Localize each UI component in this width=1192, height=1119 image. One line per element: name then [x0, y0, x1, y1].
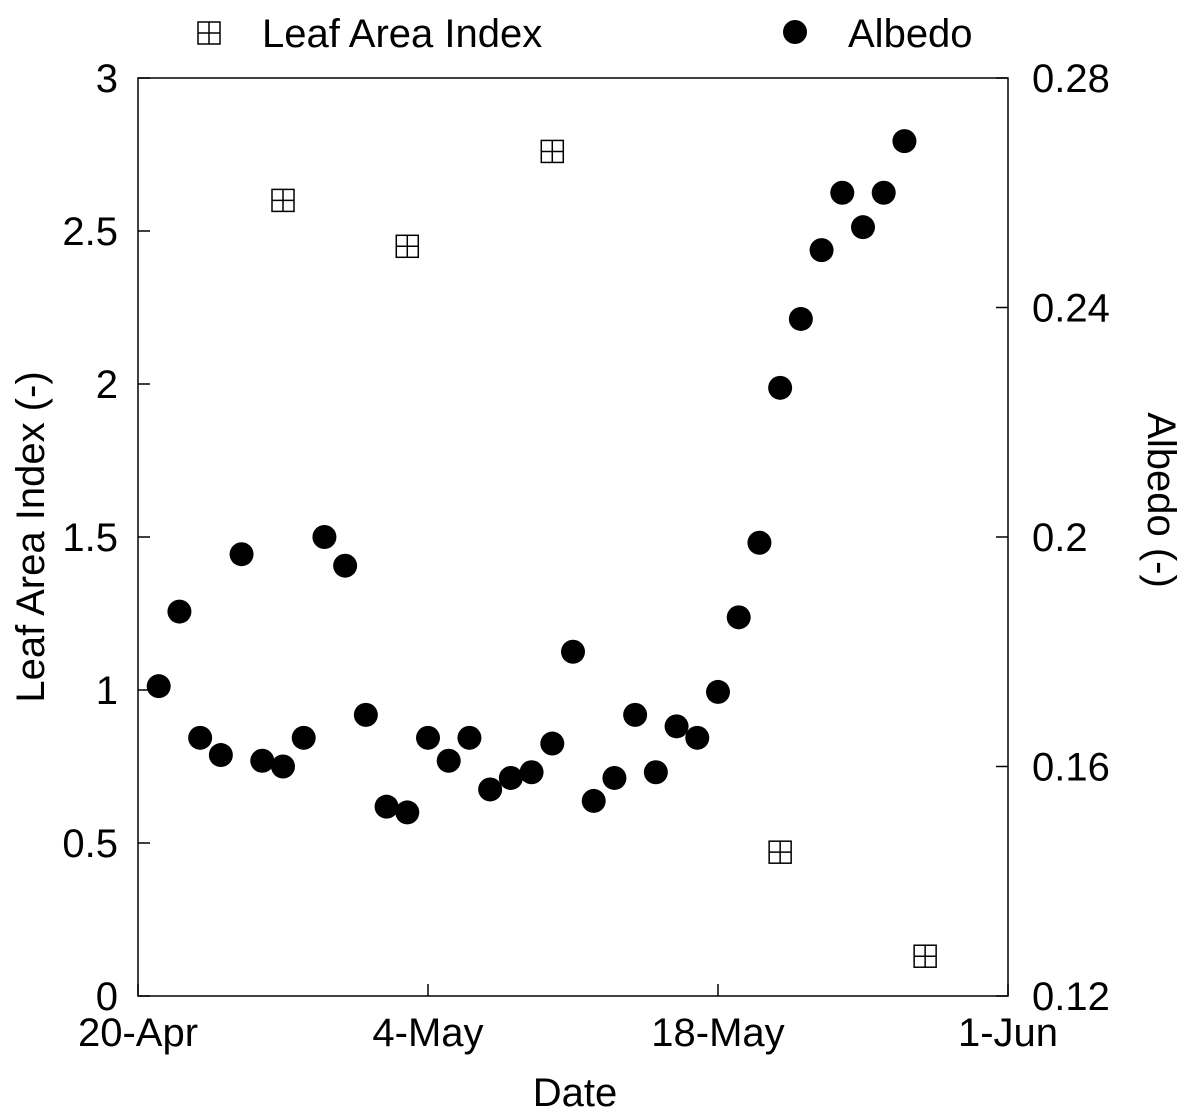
albedo-point: [478, 777, 503, 802]
x-tick-label: 20-Apr: [78, 1011, 198, 1055]
leaf-area-index-point: [768, 840, 792, 864]
leaf-area-index-point: [540, 139, 565, 164]
albedo-point: [540, 731, 565, 756]
albedo-point: [436, 748, 461, 773]
albedo-point: [353, 702, 378, 727]
albedo-point: [830, 180, 855, 205]
albedo-point: [188, 725, 213, 750]
albedo-point: [809, 238, 834, 263]
y-tick-label: 1.5: [62, 516, 118, 560]
albedo-point: [374, 794, 399, 819]
y-tick-label: 0: [96, 975, 118, 1019]
x-axis: 20-Apr 4-May 18-May 1-Jun: [78, 984, 1058, 1055]
y2-axis-title: Albedo (-): [1139, 412, 1183, 588]
legend-label-leaf-area-index: Leaf Area Index: [262, 12, 542, 56]
y2-tick-label: 0.24: [1032, 287, 1110, 331]
albedo-point: [788, 306, 813, 331]
albedo-point: [208, 743, 233, 768]
y-tick-label: 3: [96, 57, 118, 101]
left-axis: 0 0.5 1 1.5 2 2.5 3: [62, 57, 150, 1019]
albedo-point: [892, 129, 917, 154]
albedo-point: [643, 760, 668, 785]
y-tick-label: 2: [96, 363, 118, 407]
albedo-point: [747, 530, 772, 555]
y-tick-label: 0.5: [62, 822, 118, 866]
y-axis-title: Leaf Area Index (-): [9, 371, 53, 702]
x-tick-label: 1-Jun: [958, 1011, 1058, 1055]
y2-tick-label: 0.16: [1032, 746, 1110, 790]
albedo-point: [457, 725, 482, 750]
leaf-area-index-point: [271, 188, 295, 213]
plot-frame: [137, 77, 1009, 997]
legend-marker-albedo: [783, 20, 807, 44]
albedo-point: [146, 674, 171, 699]
albedo-point: [726, 605, 751, 630]
y2-tick-label: 0.12: [1032, 975, 1110, 1019]
x-tick-label: 4-May: [372, 1011, 483, 1055]
albedo-point: [768, 375, 793, 400]
albedo-point: [395, 800, 420, 825]
albedo-point: [602, 765, 627, 790]
y-tick-label: 2.5: [62, 210, 118, 254]
albedo-point: [871, 180, 896, 205]
albedo-point: [312, 525, 337, 549]
albedo-point: [581, 788, 606, 813]
y2-tick-label: 0.28: [1032, 57, 1110, 101]
leaf-area-index-point: [913, 944, 937, 968]
albedo-point: [561, 639, 585, 664]
albedo-point: [519, 760, 544, 785]
albedo-point: [498, 765, 523, 790]
y2-tick-label: 0.2: [1032, 516, 1088, 560]
albedo-point: [333, 553, 358, 578]
albedo-point: [664, 714, 689, 739]
legend-label-albedo: Albedo: [848, 12, 973, 56]
albedo-point: [706, 679, 730, 704]
leaf-area-index-point: [395, 234, 420, 259]
albedo-point: [623, 702, 648, 727]
x-axis-title: Date: [533, 1071, 618, 1115]
legend: Leaf Area Index Albedo: [197, 12, 973, 56]
albedo-point: [291, 725, 316, 750]
albedo-point: [416, 725, 440, 750]
albedo-point: [271, 754, 295, 779]
albedo-point: [167, 599, 192, 624]
albedo-point: [685, 725, 710, 750]
x-tick-label: 18-May: [651, 1011, 784, 1055]
albedo-point: [229, 542, 254, 567]
legend-marker-leaf-area-index: [197, 21, 221, 45]
y-tick-label: 1: [96, 669, 118, 713]
albedo-point: [851, 215, 875, 240]
right-axis: 0.12 0.16 0.2 0.24 0.28: [996, 57, 1110, 1019]
albedo-point: [250, 748, 275, 773]
data-marks: [146, 129, 937, 968]
